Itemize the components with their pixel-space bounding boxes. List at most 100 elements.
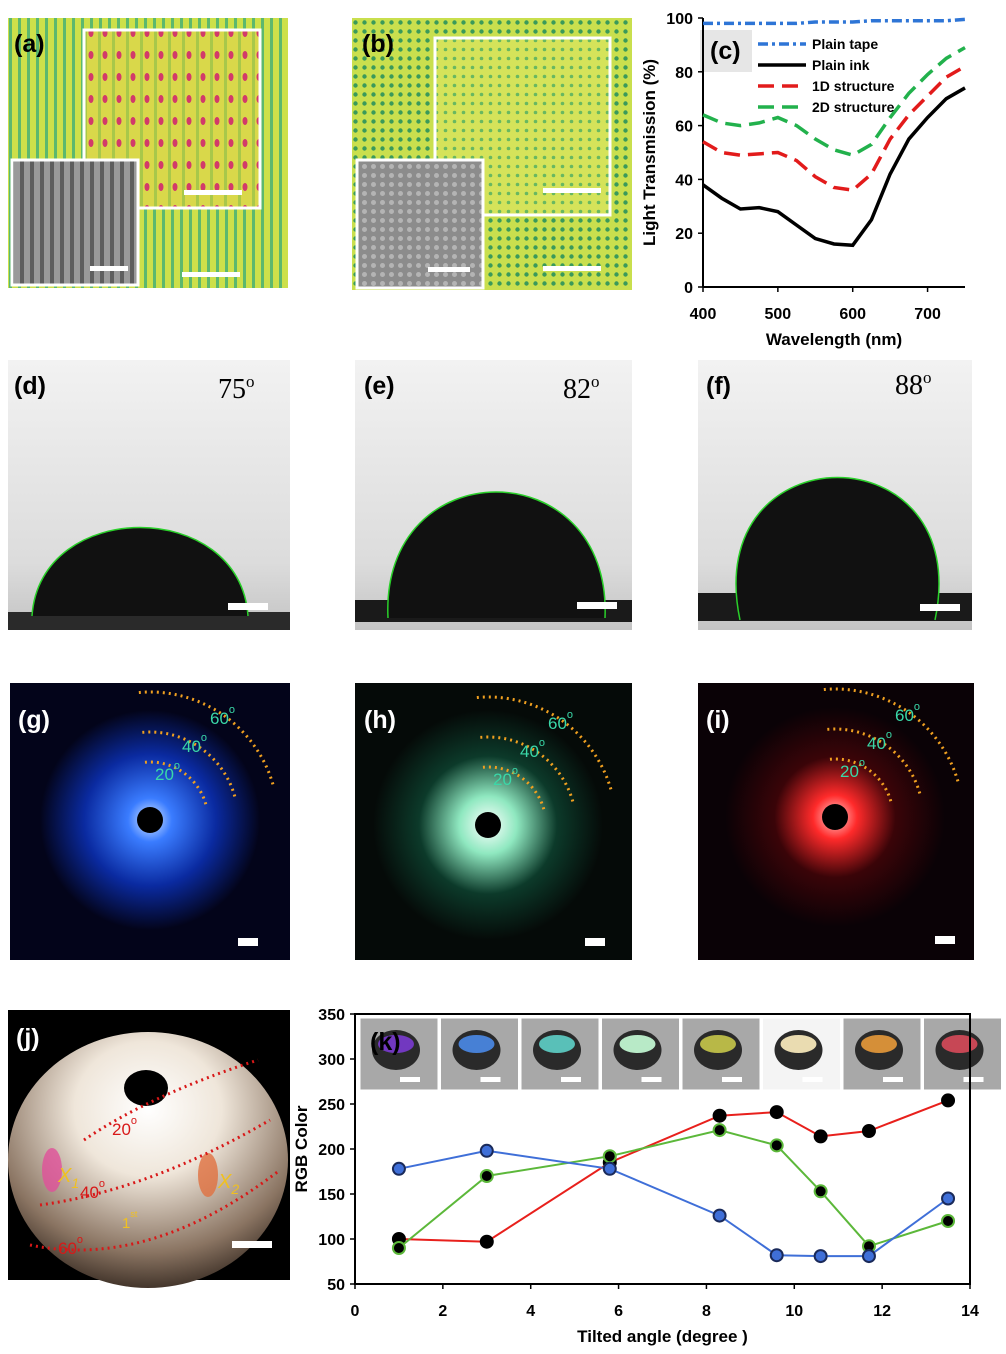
series-line [399, 1100, 948, 1241]
beam-stop [822, 804, 848, 830]
x-tick-label: 14 [961, 1303, 979, 1320]
superscript: o [174, 760, 180, 772]
legend-label: Plain ink [812, 57, 870, 73]
photo-glow [861, 1035, 897, 1053]
panel-label: (a) [14, 30, 45, 58]
data-point [481, 1236, 493, 1248]
x-axis-title: Tilted angle (degree ) [577, 1327, 748, 1346]
x-tick-label: 2 [438, 1303, 447, 1320]
y-tick-label: 100 [318, 1232, 345, 1249]
data-point [393, 1163, 405, 1175]
scale-bar [585, 938, 605, 946]
data-point [481, 1145, 493, 1157]
hole [124, 1070, 168, 1106]
y-tick-label: 0 [684, 280, 693, 297]
data-point [942, 1094, 954, 1106]
scale-bar [238, 938, 258, 946]
superscript: o [77, 1234, 83, 1246]
scale-bar [184, 190, 242, 195]
y-tick-label: 60 [675, 119, 693, 136]
label-main: 20 [493, 770, 512, 789]
label-main: 40 [520, 742, 539, 761]
data-point [604, 1150, 616, 1162]
label-main: 60 [210, 709, 229, 728]
scale-bar [428, 267, 470, 272]
scale-bar [400, 1077, 420, 1082]
scale-bar [232, 1241, 272, 1248]
beam-stop [137, 807, 163, 833]
label-main: 60 [548, 714, 567, 733]
photo-glow [620, 1035, 656, 1053]
data-point [863, 1125, 875, 1137]
superscript: o [914, 701, 920, 713]
photo-glow [942, 1035, 978, 1053]
label-main: 1 [122, 1215, 130, 1232]
label-main: 20 [112, 1120, 131, 1139]
label-main: X [217, 1171, 232, 1193]
data-point [863, 1250, 875, 1262]
x-tick-label: 500 [765, 306, 792, 323]
label-main: 20 [840, 762, 859, 781]
scale-bar [90, 266, 128, 271]
page: (a)(b)(d)(e)(f)(g)(h)(i)(j)75o82o88o20o4… [0, 0, 1006, 1354]
scale-bar [935, 936, 955, 944]
panel-label: (k) [370, 1028, 401, 1056]
data-point [942, 1215, 954, 1227]
data-point [815, 1185, 827, 1197]
data-point [714, 1210, 726, 1222]
data-point [714, 1110, 726, 1122]
legend-label: 1D structure [812, 78, 895, 94]
y-tick-label: 20 [675, 226, 693, 243]
y-axis-title: RGB Color [292, 1105, 311, 1192]
data-point [771, 1249, 783, 1261]
label-main: 20 [155, 765, 174, 784]
data-point [481, 1170, 493, 1182]
x-tick-label: 0 [351, 1303, 360, 1320]
scale-bar [722, 1077, 742, 1082]
x-axis-title: Wavelength (nm) [766, 330, 902, 349]
superscript: o [859, 757, 865, 769]
scale-bar [803, 1077, 823, 1082]
x-tick-label: 12 [873, 1303, 891, 1320]
superscript: o [201, 732, 207, 744]
figure: (a)(b)(d)(e)(f)(g)(h)(i)(j)75o82o88o20o4… [0, 0, 1006, 1354]
spot [198, 1153, 218, 1197]
superscript: o [512, 765, 518, 777]
y-axis-title: Light Transmission (%) [640, 59, 659, 246]
label-main: X [57, 1165, 72, 1187]
scale-bar [182, 272, 240, 277]
superscript: st [130, 1209, 138, 1219]
data-point [771, 1139, 783, 1151]
data-point [714, 1124, 726, 1136]
y-tick-label: 300 [318, 1052, 345, 1069]
y-tick-label: 80 [675, 65, 693, 82]
superscript: o [99, 1178, 105, 1190]
label-main: 75 [218, 374, 246, 405]
x-tick-label: 4 [526, 1303, 535, 1320]
label-main: 60 [58, 1239, 77, 1258]
data-point [815, 1130, 827, 1142]
subscript: 2 [230, 1181, 239, 1197]
scale-bar [883, 1077, 903, 1082]
photo-glow [459, 1035, 495, 1053]
panel-label: (i) [706, 706, 730, 734]
data-point [604, 1163, 616, 1175]
panel-label: (h) [364, 706, 396, 734]
superscript: o [591, 372, 600, 391]
y-tick-label: 350 [318, 1007, 345, 1024]
label-main: 60 [895, 706, 914, 725]
panel-label: (d) [14, 372, 46, 400]
label-main: 40 [80, 1183, 99, 1202]
label-main: 40 [867, 734, 886, 753]
panel-label: (b) [362, 30, 394, 58]
image-strip [360, 1018, 1002, 1090]
subscript: 1 [71, 1175, 79, 1191]
data-point [942, 1193, 954, 1205]
superscript: o [923, 368, 932, 387]
beam-stop [475, 812, 501, 838]
photo-glow [700, 1035, 736, 1053]
scale-bar [481, 1077, 501, 1082]
photo-glow [539, 1035, 575, 1053]
y-tick-label: 250 [318, 1097, 345, 1114]
panel-label: (f) [706, 372, 731, 400]
